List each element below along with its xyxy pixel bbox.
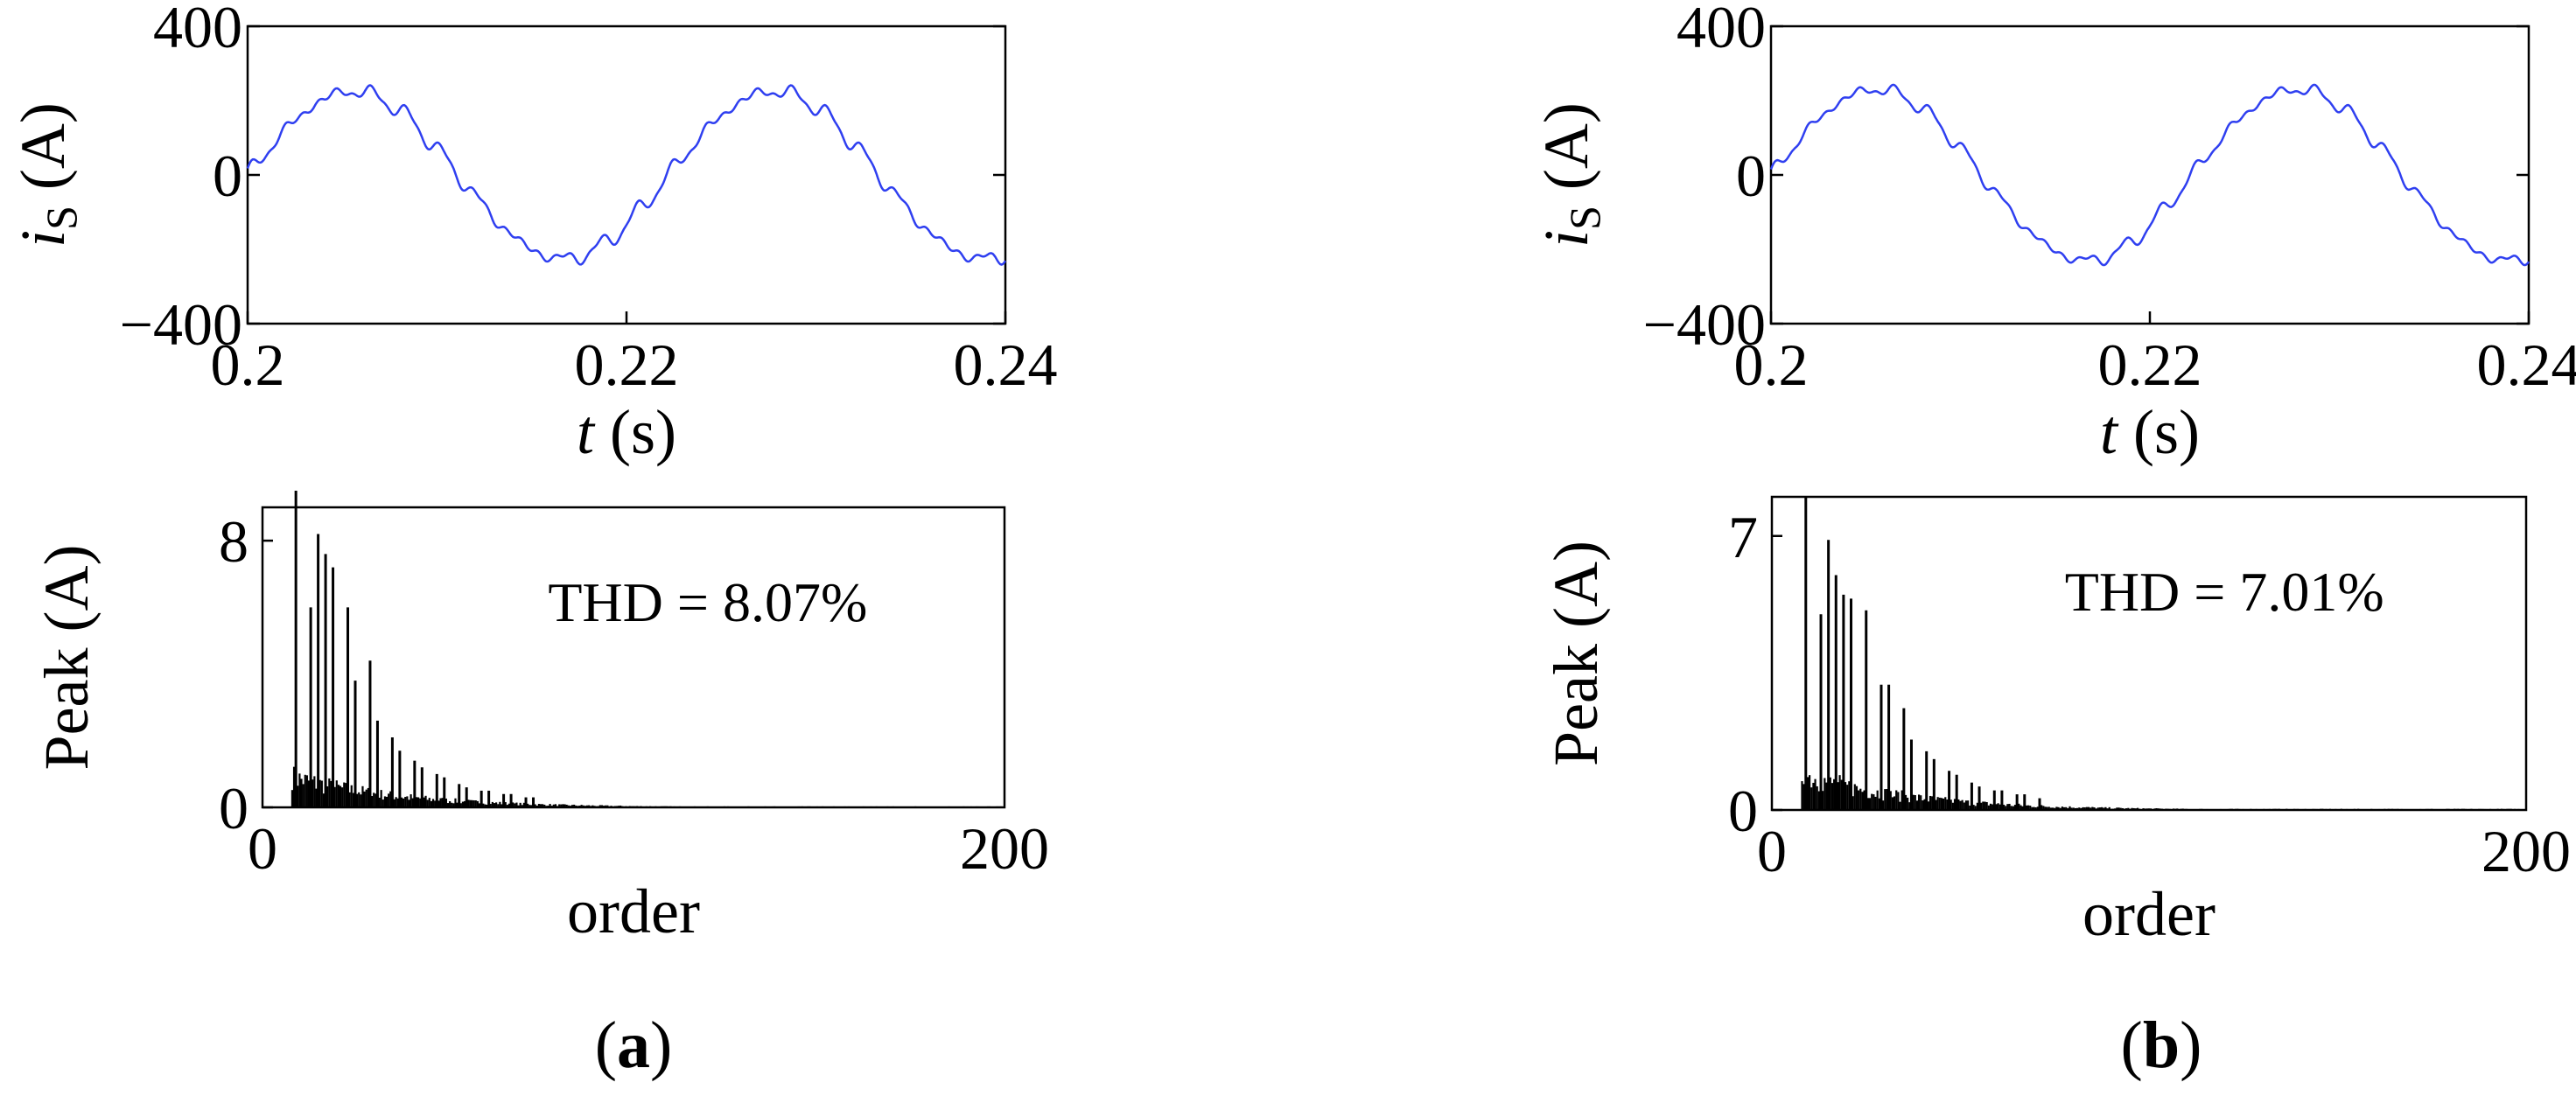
y-axis-label: Peak (A) (1541, 541, 1611, 766)
y-axis-subscript: S (1560, 206, 1609, 230)
x-axis-label: order (567, 876, 700, 946)
y-axis-unit: (A) (8, 102, 78, 190)
x-axis-label: order (2082, 879, 2216, 949)
series-line-current (246, 84, 1007, 266)
y-tick-label: 0 (213, 143, 242, 209)
panel-label-open: ( (595, 1009, 617, 1082)
x-axis-unit: (s) (610, 397, 676, 467)
y-tick-label: 0 (219, 775, 248, 841)
x-axis-variable: t (577, 397, 596, 467)
panel-label-close: ) (2180, 1009, 2202, 1082)
y-tick-label: −400 (1643, 291, 1766, 358)
x-tick-label: 200 (2482, 818, 2571, 884)
panel-label-close: ) (650, 1009, 672, 1082)
thd-annotation: THD = 8.07% (548, 571, 867, 633)
x-tick-label: 200 (960, 815, 1049, 882)
thd-annotation: THD = 7.01% (2065, 561, 2384, 623)
plot-frame (1769, 24, 2530, 325)
plot-frame (1770, 495, 2528, 812)
x-tick-label: 0 (1757, 818, 1787, 884)
y-axis-unit: (A) (1531, 102, 1601, 190)
x-axis-label: t (s) (577, 397, 676, 467)
spectrum-chart-b: 7 00 200 order Peak (A) THD = 7.01% (1541, 495, 2571, 949)
x-tick-label: 0.22 (2098, 332, 2202, 398)
x-tick-label: 0.2 (211, 332, 285, 398)
y-axis-label: Peak (A) (32, 545, 102, 771)
x-axis-label: t (s) (2100, 397, 2200, 467)
y-axis-space (1531, 190, 1601, 206)
panel-label-open: ( (2121, 1009, 2143, 1082)
x-tick-label: 0.2 (1734, 332, 1809, 398)
panel-label-letter: b (2143, 1009, 2180, 1082)
x-tick-label: 0.22 (575, 332, 679, 398)
plot-frame (261, 506, 1006, 809)
panel-label-letter: a (617, 1009, 650, 1082)
y-tick-label: 400 (153, 0, 242, 60)
plot-frame (246, 24, 1007, 325)
y-axis-variable: i (1531, 230, 1601, 248)
x-tick-label: 0.24 (954, 332, 1058, 398)
y-axis-space (8, 190, 78, 206)
y-tick-label: −400 (120, 291, 242, 358)
x-tick-label: 0 (248, 815, 277, 882)
spectrum-chart-a: 8 00 200 order Peak (A) THD = 8.07% (32, 490, 1049, 946)
y-tick-label: 400 (1676, 0, 1766, 60)
panel-label: (b) (2121, 1009, 2202, 1082)
x-axis-space (2118, 397, 2133, 467)
y-axis-label: iS (A) (1531, 102, 1609, 248)
y-axis-subscript: S (37, 206, 86, 230)
y-axis-variable: i (8, 230, 78, 248)
x-axis-space (594, 397, 610, 467)
series-line-current (1769, 83, 2530, 267)
y-tick-label: 8 (219, 508, 248, 575)
y-axis-label: iS (A) (8, 102, 86, 248)
y-tick-label: 7 (1728, 504, 1758, 570)
x-axis-unit: (s) (2133, 397, 2200, 467)
y-tick-label: 0 (1728, 778, 1758, 844)
y-tick-label: 0 (1736, 143, 1766, 209)
x-tick-label: 0.24 (2477, 332, 2576, 398)
panel-label: (a) (595, 1009, 673, 1082)
x-axis-variable: t (2100, 397, 2119, 467)
